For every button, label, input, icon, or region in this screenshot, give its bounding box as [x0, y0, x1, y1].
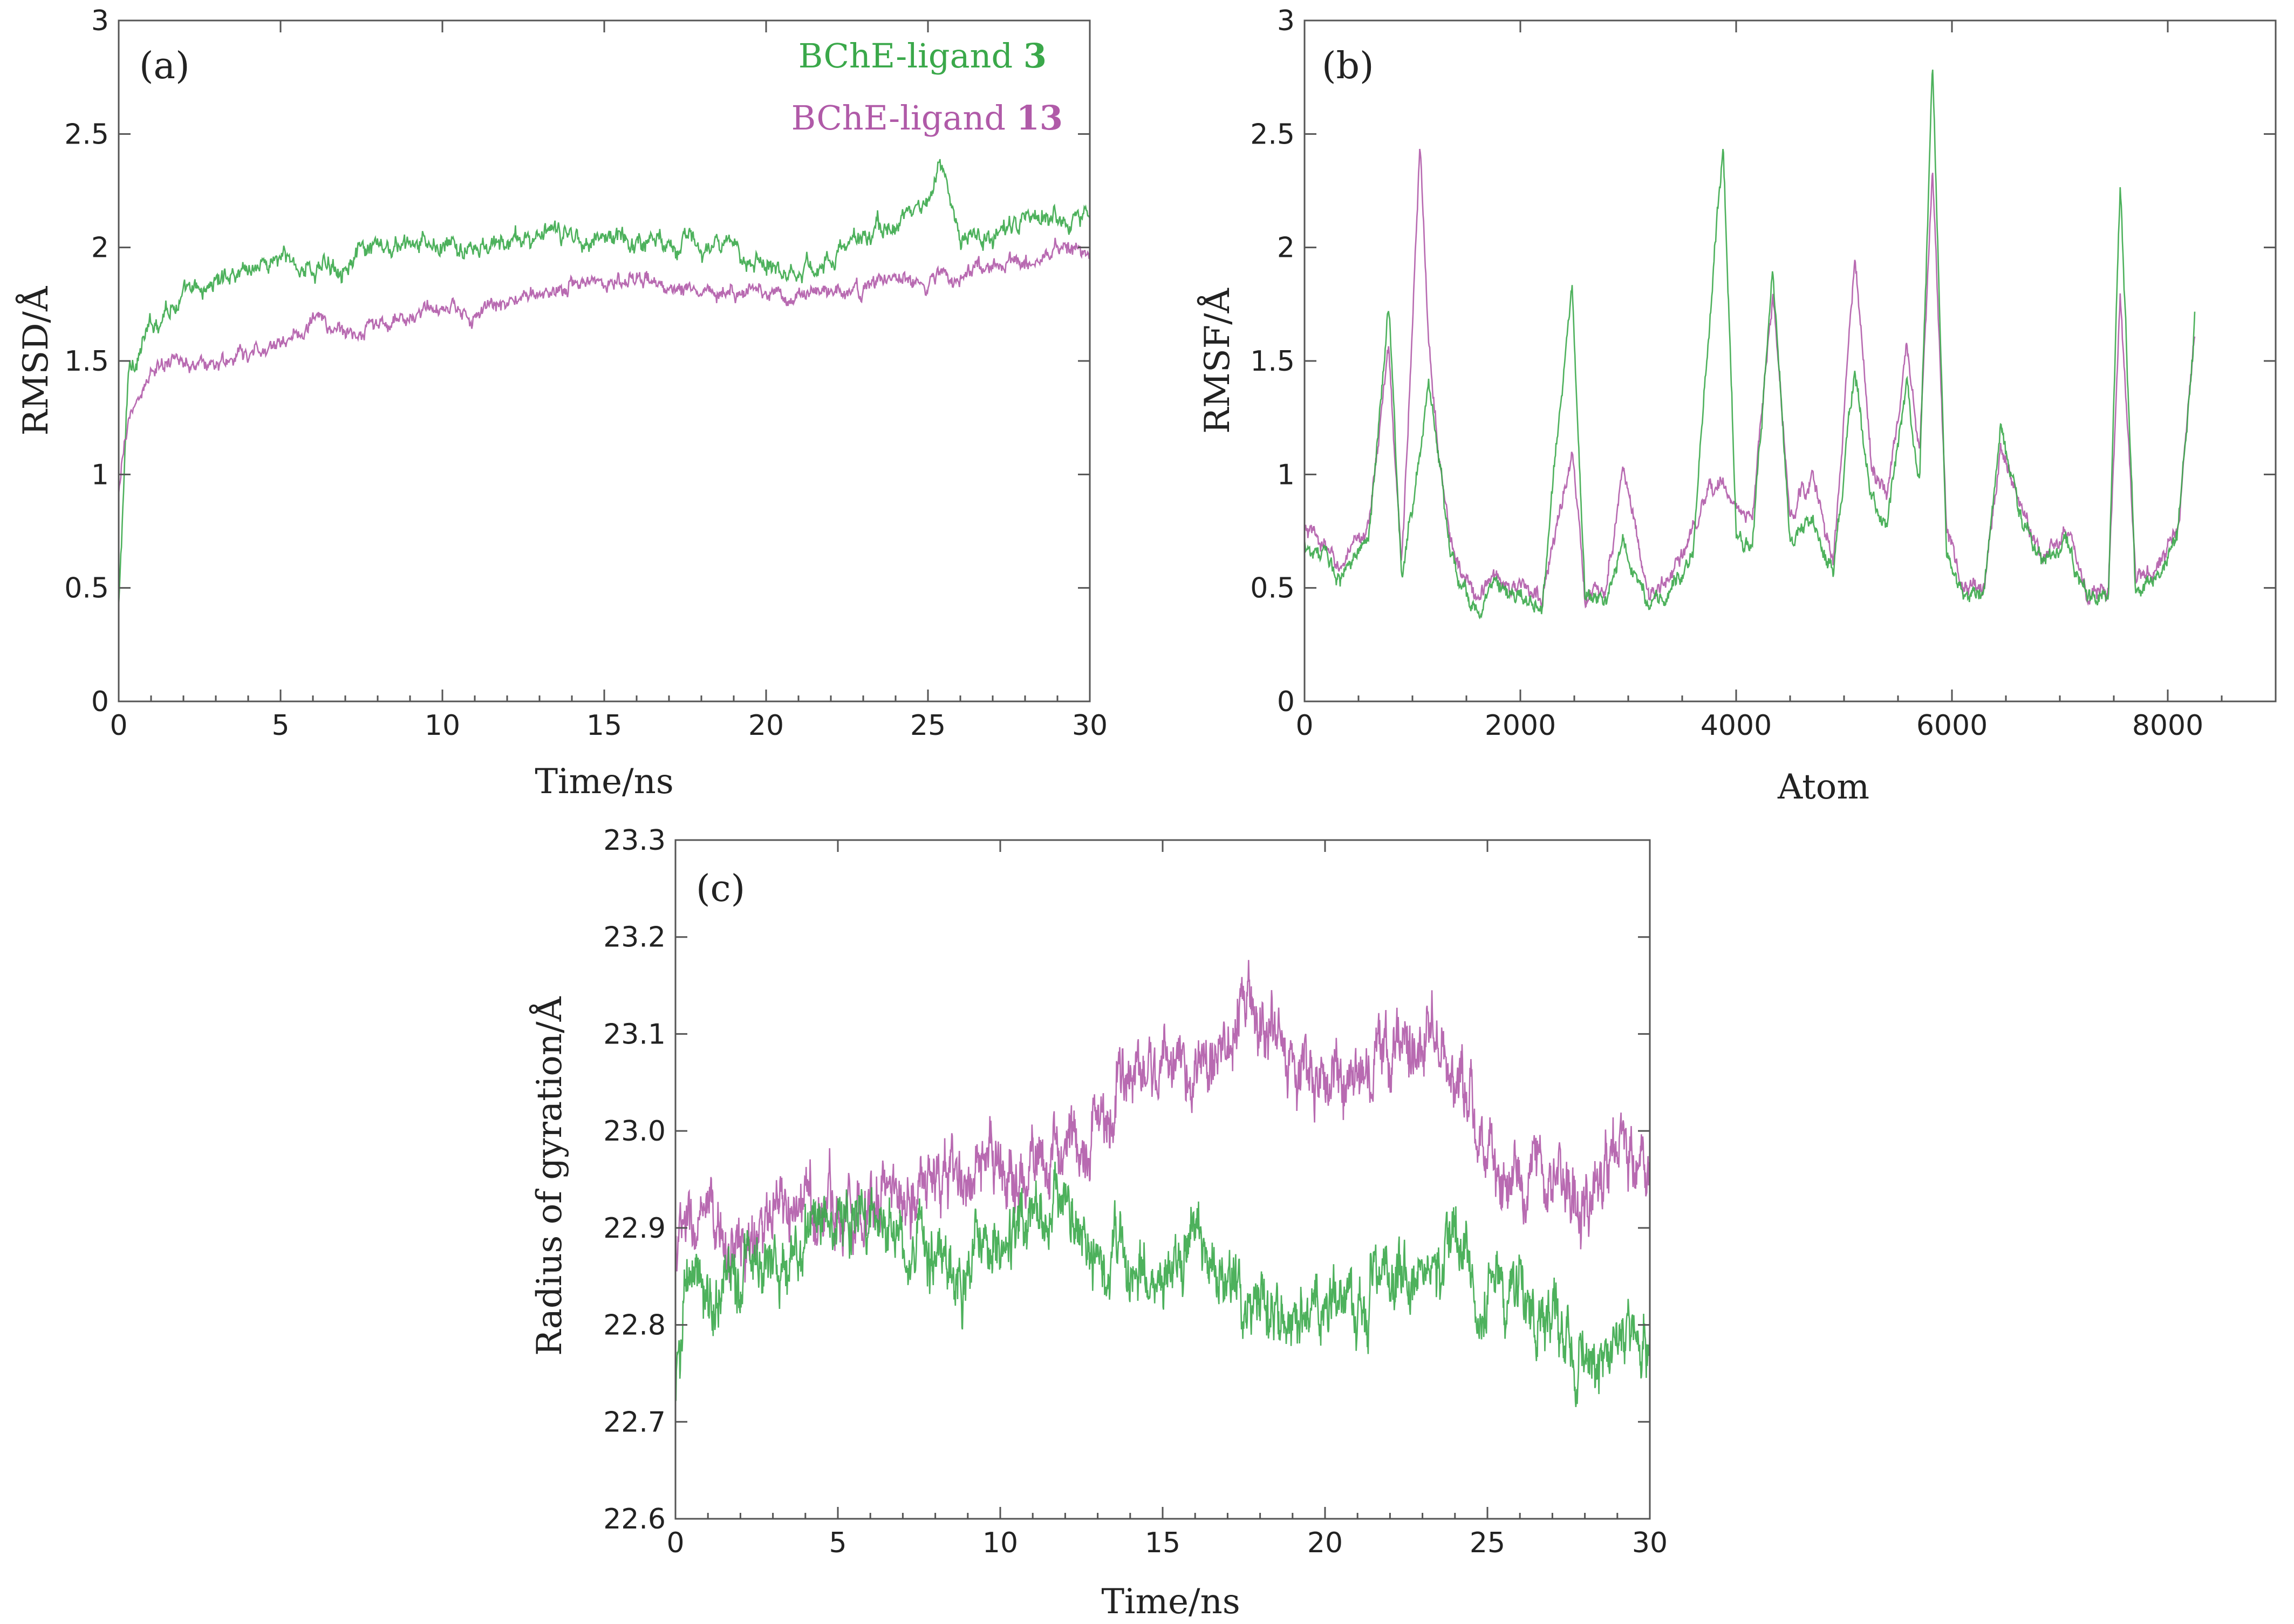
series-line-bche-ligand-13: [674, 960, 1651, 1283]
x-tick-label: 0: [666, 1527, 684, 1559]
legend-ligand-3-number: 3: [1023, 36, 1047, 76]
x-tick-label: 2000: [1485, 709, 1556, 742]
x-tick-label: 20: [1307, 1527, 1343, 1559]
x-tick-label: 8000: [2132, 709, 2203, 742]
y-tick-label: 2: [1277, 232, 1295, 264]
rg-y-axis-title: Radius of gyration/Å: [529, 996, 570, 1356]
y-tick-label: 22.6: [603, 1503, 666, 1536]
rmsf-series-group: [1303, 70, 2196, 619]
y-tick-label: 0: [1277, 686, 1295, 718]
y-tick-label: 2.5: [64, 118, 109, 151]
legend-entry-ligand-3: BChE-ligand 3: [798, 36, 1047, 76]
y-tick-label: 23.2: [603, 922, 666, 954]
x-tick-label: 4000: [1701, 709, 1772, 742]
x-tick-label: 25: [910, 709, 946, 742]
legend-ligand-3-prefix: BChE-ligand: [798, 36, 1023, 76]
series-line-bche-ligand-13: [118, 237, 1091, 494]
rmsd-axis-ticks: 0 5 10 15 20 25 30 0 0.5 1 1.5 2 2.5 3: [64, 5, 1108, 742]
rg-series-group: [674, 960, 1651, 1408]
x-tick-label: 10: [425, 709, 460, 742]
rg-panel-label: (c): [696, 868, 745, 910]
rmsf-panel-label: (b): [1322, 45, 1374, 87]
rg-axis-ticks: 0 5 10 15 20 25 30 22.6 22.7 22.8 22.9 23.0 23.1 23.2…: [603, 824, 1668, 1559]
x-tick-label: 0: [1295, 709, 1313, 742]
y-tick-label: 2.5: [1250, 118, 1295, 151]
y-tick-label: 1.5: [64, 345, 109, 378]
x-tick-label: 0: [110, 709, 127, 742]
rmsd-panel: 0 5 10 15 20 25 30 0 0.5 1 1.5 2 2.5 3 (a) Time/ns RM…: [16, 5, 1108, 802]
x-tick-label: 5: [271, 709, 289, 742]
x-tick-label: 25: [1470, 1527, 1505, 1559]
rmsf-y-axis-title: RMSF/Å: [1197, 288, 1238, 434]
series-line-bche-ligand-13: [1304, 148, 2196, 609]
series-line-bche-ligand-3: [118, 159, 1091, 605]
rmsd-panel-label: (a): [139, 45, 190, 87]
rmsf-x-axis-title: Atom: [1777, 767, 1869, 807]
y-tick-label: 3: [91, 5, 109, 37]
y-tick-label: 3: [1277, 5, 1295, 37]
x-tick-label: 30: [1632, 1527, 1668, 1559]
legend-ligand-13-number: 13: [1016, 98, 1063, 138]
legend-ligand-13-prefix: BChE-ligand: [791, 98, 1016, 138]
rmsd-x-axis-title: Time/ns: [535, 762, 673, 802]
rmsd-series-group: [118, 159, 1091, 605]
y-tick-label: 22.8: [603, 1309, 666, 1342]
x-tick-label: 10: [982, 1527, 1018, 1559]
y-tick-label: 1: [1277, 459, 1295, 491]
rmsd-legend: BChE-ligand 3 BChE-ligand 13: [791, 36, 1063, 138]
y-tick-label: 1: [91, 459, 109, 491]
y-tick-label: 23.3: [603, 824, 666, 857]
y-tick-label: 2: [91, 232, 109, 264]
y-tick-label: 0.5: [1250, 572, 1295, 605]
x-tick-label: 20: [748, 709, 784, 742]
rmsd-y-axis-title: RMSD/Å: [16, 286, 56, 435]
y-tick-label: 1.5: [1250, 345, 1295, 378]
y-tick-label: 0.5: [64, 572, 109, 605]
radius-of-gyration-panel: 0 5 10 15 20 25 30 22.6 22.7 22.8 22.9 23.0 23.1 23.2…: [529, 824, 1668, 1622]
y-tick-label: 23.1: [603, 1018, 666, 1050]
x-tick-label: 30: [1072, 709, 1108, 742]
rg-x-axis-title: Time/ns: [1101, 1582, 1240, 1622]
x-tick-label: 15: [1145, 1527, 1180, 1559]
y-tick-label: 0: [91, 686, 109, 718]
rmsf-plot-frame: [1303, 19, 2277, 702]
legend-entry-ligand-13: BChE-ligand 13: [791, 98, 1063, 138]
x-tick-label: 6000: [1916, 709, 1988, 742]
x-tick-label: 15: [586, 709, 622, 742]
x-tick-label: 5: [829, 1527, 846, 1559]
series-line-bche-ligand-3: [1303, 70, 2196, 619]
y-tick-label: 22.9: [603, 1212, 666, 1245]
series-line-bche-ligand-3: [674, 1162, 1651, 1408]
rmsf-axis-ticks: 0 2000 4000 6000 8000 0 0.5 1 1.5 2 2.5 3: [1250, 5, 2276, 742]
y-tick-label: 23.0: [603, 1115, 666, 1148]
y-tick-label: 22.7: [603, 1406, 666, 1438]
